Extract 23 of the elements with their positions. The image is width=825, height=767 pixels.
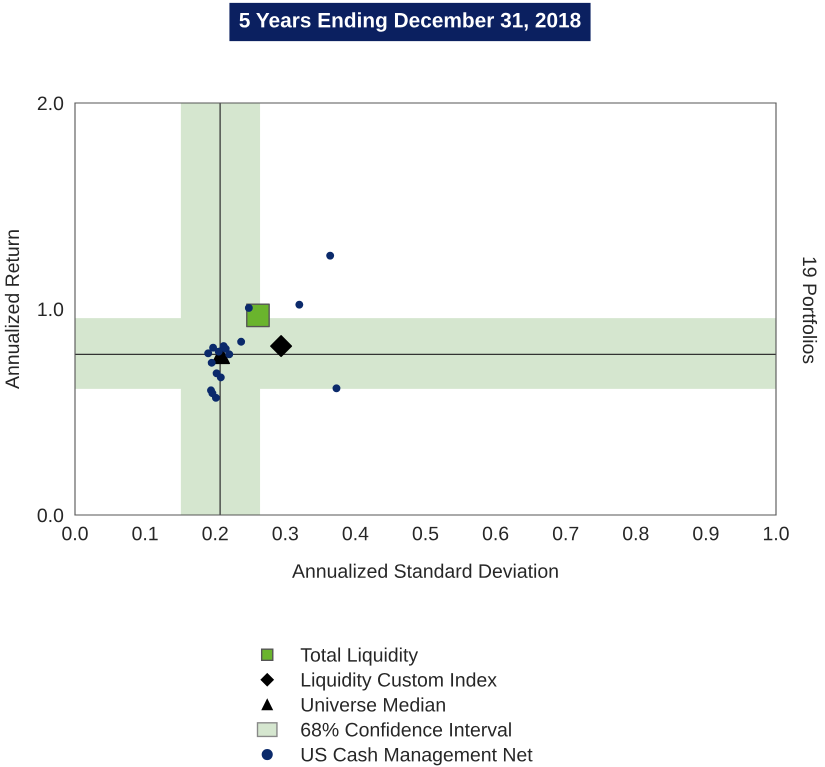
x-tick-label: 1.0: [764, 526, 789, 540]
x-axis-title: Annualized Standard Deviation: [292, 564, 558, 578]
x-tick-label: 0.2: [202, 526, 228, 540]
y-axis-title: Annualized Return: [4, 230, 20, 389]
y-tick-label: 0.0: [38, 508, 64, 522]
legend-label: 68% Confidence Interval: [301, 722, 511, 737]
y-tick-label: 1.0: [38, 302, 64, 316]
x-tick-label: 0.6: [482, 526, 508, 540]
x-tick-label: 0.3: [272, 526, 298, 540]
x-tick-label: 0.1: [132, 526, 158, 540]
x-tick-label: 0.7: [552, 526, 578, 540]
x-tick-label: 0.4: [342, 526, 368, 540]
legend-label: Liquidity Custom Index: [302, 672, 497, 691]
y-tick-label: 2.0: [38, 96, 64, 110]
x-tick-label: 0.0: [62, 526, 88, 540]
x-tick-label: 0.5: [412, 526, 438, 540]
legend-label: US Cash Management Net: [302, 747, 532, 766]
x-tick-label: 0.8: [623, 526, 648, 540]
text: 19 Portfolios: [802, 257, 818, 364]
legend-label: Universe Median: [302, 697, 445, 712]
legend-label: Total Liquidity: [300, 648, 418, 666]
x-tick-label: 0.9: [693, 526, 718, 540]
chart-title: 5 Years Ending December 31, 2018: [239, 12, 581, 32]
